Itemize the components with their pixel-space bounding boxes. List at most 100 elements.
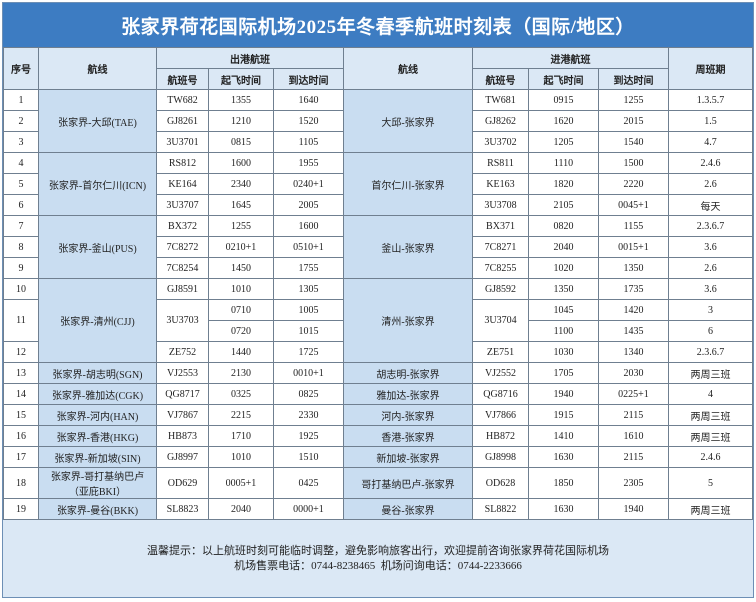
route-in: 河内-张家界 (343, 404, 473, 426)
title: 张家界荷花国际机场2025年冬春季航班时刻表（国际/地区） (3, 3, 753, 47)
departure-time: 1030 (528, 341, 599, 363)
arrival-time: 2015 (598, 110, 669, 132)
arrival-time: 1940 (598, 498, 669, 520)
departure-time: 0210+1 (208, 236, 274, 258)
header-cell: 起飞时间 (528, 68, 599, 90)
weekly-schedule: 两周三班 (668, 362, 753, 384)
arrival-time: 1640 (273, 89, 344, 111)
weekly-schedule: 1.3.5.7 (668, 89, 753, 111)
weekly-schedule: 两周三班 (668, 404, 753, 426)
arrival-time: 1925 (273, 425, 344, 447)
flight-number: SL8822 (472, 498, 529, 520)
row-number: 13 (3, 362, 39, 384)
arrival-time: 2305 (598, 467, 669, 499)
table-row: 1 张家界-大邱(TAE) TW682 1355 1640 大邱-张家界 TW681 0915… (3, 89, 753, 153)
departure-time: 1020 (528, 257, 599, 279)
flight-number: 3U3701 (156, 131, 209, 153)
arrival-time: 1155 (598, 215, 669, 237)
route-out: 张家界-哥打基纳巴卢（亚庇BKI） (38, 467, 157, 499)
arrival-time: 1105 (273, 131, 344, 153)
arrival-time: 0010+1 (273, 362, 344, 384)
weekly-schedule: 5 (668, 467, 753, 499)
flight-number: RS812 (156, 152, 209, 174)
arrival-time: 0000+1 (273, 498, 344, 520)
route-in: 大邱-张家界 (343, 89, 473, 153)
row-number: 7 (3, 215, 39, 237)
flight-number: GJ8998 (472, 446, 529, 468)
weekly-schedule: 2.3.6.7 (668, 341, 753, 363)
table-row: 7 张家界-釜山(PUS) BX372 1255 1600 釜山-张家界 BX371 0820… (3, 215, 753, 279)
row-number: 2 (3, 110, 39, 132)
table-row: 13 张家界-胡志明(SGN) VJ2553 2130 0010+1 胡志明-张家界 VJ2… (3, 362, 753, 384)
arrival-time: 1305 (273, 278, 344, 300)
flight-number: HB873 (156, 425, 209, 447)
flight-number: GJ8262 (472, 110, 529, 132)
flight-number: 7C8272 (156, 236, 209, 258)
footer-line: 温馨提示：以上航班时刻可能临时调整，避免影响旅客出行，欢迎提前咨询张家界荷花国际… (147, 544, 609, 557)
departure-time: 1045 (528, 299, 599, 321)
table-row: 3 3U3701 0815 1105 3U3702 1205 1540 4.7 (3, 131, 753, 153)
arrival-time: 1540 (598, 131, 669, 153)
row-number: 18 (3, 467, 39, 499)
arrival-time: 0510+1 (273, 236, 344, 258)
departure-time: 2040 (208, 498, 274, 520)
route-out: 张家界-香港(HKG) (38, 425, 157, 447)
arrival-time: 2030 (598, 362, 669, 384)
route-in: 首尔仁川-张家界 (343, 152, 473, 216)
flight-number: OD628 (472, 467, 529, 499)
departure-time: 1450 (208, 257, 274, 279)
departure-time: 1710 (208, 425, 274, 447)
route-out: 张家界-大邱(TAE) (38, 89, 157, 153)
departure-time: 1630 (528, 446, 599, 468)
arrival-time: 0045+1 (598, 194, 669, 216)
table-row: 18 张家界-哥打基纳巴卢（亚庇BKI） OD629 0005+1 0425 哥打基纳巴卢… (3, 467, 753, 499)
header-cell: 进港航班 (472, 47, 669, 69)
table-row: 19 张家界-曼谷(BKK) SL8823 2040 0000+1 曼谷-张家界 SL882… (3, 498, 753, 520)
route-out: 张家界-胡志明(SGN) (38, 362, 157, 384)
flight-number: OD629 (156, 467, 209, 499)
arrival-time: 1510 (273, 446, 344, 468)
weekly-schedule: 3.6 (668, 236, 753, 258)
route-in: 清州-张家界 (343, 278, 473, 363)
departure-time: 0820 (528, 215, 599, 237)
departure-time: 1915 (528, 404, 599, 426)
flight-number: QG8716 (472, 383, 529, 405)
flight-number: GJ8261 (156, 110, 209, 132)
route-out: 张家界-曼谷(BKK) (38, 498, 157, 520)
flight-number: ZE751 (472, 341, 529, 363)
row-number: 12 (3, 341, 39, 363)
flight-number: GJ8592 (472, 278, 529, 300)
flight-number: GJ8591 (156, 278, 209, 300)
arrival-time: 1340 (598, 341, 669, 363)
row-number: 4 (3, 152, 39, 174)
table-row: 8 7C8272 0210+1 0510+1 7C8271 2040 0015+1 3.6 (3, 236, 753, 258)
table-row: 4 张家界-首尔仁川(ICN) RS812 1600 1955 首尔仁川-张家界 RS811… (3, 152, 753, 216)
row-number: 6 (3, 194, 39, 216)
flight-number: SL8823 (156, 498, 209, 520)
header-cell: 周班期 (668, 47, 753, 90)
arrival-time: 1015 (273, 320, 344, 342)
row-number: 1 (3, 89, 39, 111)
weekly-schedule: 3 (668, 299, 753, 321)
row-number: 5 (3, 173, 39, 195)
weekly-schedule: 两周三班 (668, 425, 753, 447)
flight-number: ZE752 (156, 341, 209, 363)
arrival-time: 1255 (598, 89, 669, 111)
departure-time: 1255 (208, 215, 274, 237)
route-in: 釜山-张家界 (343, 215, 473, 279)
table-row: 2 GJ8261 1210 1520 GJ8262 1620 2015 1.5 (3, 110, 753, 132)
departure-time: 1630 (528, 498, 599, 520)
arrival-time: 0015+1 (598, 236, 669, 258)
departure-time: 1620 (528, 110, 599, 132)
arrival-time: 1500 (598, 152, 669, 174)
weekly-schedule: 2.3.6.7 (668, 215, 753, 237)
flight-number: 3U3708 (472, 194, 529, 216)
row-number: 8 (3, 236, 39, 258)
arrival-time: 1520 (273, 110, 344, 132)
departure-time: 0815 (208, 131, 274, 153)
departure-time: 1600 (208, 152, 274, 174)
table-row: 10 张家界-清州(CJJ) GJ8591 1010 1305 清州-张家界 GJ8592 1… (3, 278, 753, 363)
table-row: 16 张家界-香港(HKG) HB873 1710 1925 香港-张家界 HB872 141… (3, 425, 753, 447)
weekly-schedule: 4.7 (668, 131, 753, 153)
